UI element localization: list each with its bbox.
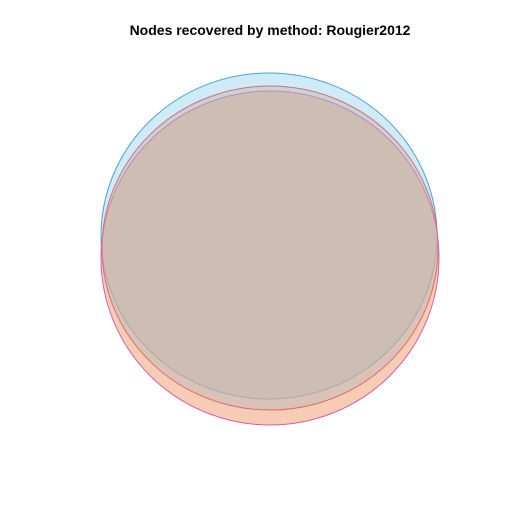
chart-title: Nodes recovered by method: Rougier2012 <box>129 22 411 38</box>
venn-set-b-circle <box>100 90 440 426</box>
venn-set-c-circle <box>101 85 439 411</box>
